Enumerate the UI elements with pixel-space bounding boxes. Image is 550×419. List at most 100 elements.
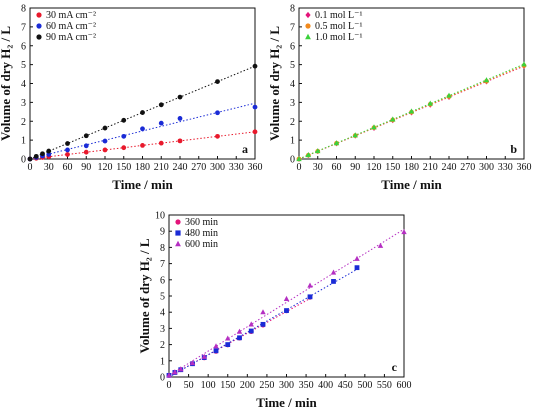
y-tick-label: 1 <box>290 136 295 147</box>
x-tick-label: 0 <box>28 162 33 173</box>
data-point <box>427 100 433 106</box>
data-point <box>333 140 340 146</box>
y-tick-label: 0 <box>160 373 165 384</box>
y-axis-label: Volume of dry H₂ / L <box>137 238 152 353</box>
y-tick-label: 0 <box>21 155 26 166</box>
x-tick-label: 500 <box>357 380 372 391</box>
data-point <box>408 108 415 114</box>
x-tick-label: 30 <box>313 162 323 173</box>
panel-letter: a <box>242 142 248 156</box>
x-tick-label: 0 <box>167 380 172 391</box>
legend-marker <box>175 240 181 247</box>
x-tick-label: 360 <box>517 162 532 173</box>
data-point <box>354 265 360 271</box>
x-tick-label: 270 <box>191 162 206 173</box>
data-point <box>215 79 220 85</box>
legend-marker <box>36 34 42 40</box>
y-tick-label: 7 <box>160 259 165 270</box>
x-tick-label: 150 <box>385 162 400 173</box>
y-tick-label: 6 <box>290 41 295 52</box>
data-point <box>225 342 231 347</box>
data-point <box>260 309 266 315</box>
legend: 30 mA cm⁻²60 mA cm⁻²90 mA cm⁻² <box>36 10 96 43</box>
x-tick-label: 240 <box>173 162 188 173</box>
legend-marker <box>305 11 311 19</box>
legend-marker <box>36 23 42 29</box>
data-point <box>330 269 337 275</box>
x-tick-label: 350 <box>299 380 314 391</box>
data-point <box>140 110 145 115</box>
data-point <box>213 348 219 354</box>
x-tick-label: 50 <box>184 380 194 391</box>
data-point <box>401 229 407 235</box>
legend-marker <box>305 33 311 40</box>
data-point <box>215 110 220 116</box>
data-point <box>521 61 527 67</box>
y-tick-label: 2 <box>290 117 295 128</box>
panel-letter: b <box>510 142 517 156</box>
y-tick-label: 1 <box>160 356 165 367</box>
y-tick-label: 2 <box>21 117 26 128</box>
x-axis-label: Time / min <box>112 177 173 192</box>
data-point <box>215 133 220 139</box>
data-point <box>33 153 39 159</box>
data-point <box>201 353 207 359</box>
data-point <box>46 152 52 157</box>
data-point <box>65 141 70 146</box>
data-point <box>177 94 183 100</box>
data-point <box>83 149 89 155</box>
y-tick-label: 10 <box>155 211 165 222</box>
data-point <box>315 148 321 154</box>
y-tick-label: 4 <box>160 308 165 319</box>
data-point <box>140 143 145 148</box>
x-tick-label: 60 <box>63 162 73 173</box>
data-point <box>121 145 127 151</box>
legend-marker <box>175 219 181 225</box>
x-tick-label: 120 <box>98 162 113 173</box>
series-b-2 <box>296 61 527 162</box>
x-tick-label: 240 <box>442 162 457 173</box>
data-point <box>102 138 108 144</box>
x-tick-label: 300 <box>279 380 294 391</box>
y-tick-label: 5 <box>290 60 295 71</box>
trend-line <box>168 228 405 376</box>
x-tick-label: 330 <box>498 162 513 173</box>
data-point <box>178 366 184 372</box>
x-tick-label: 600 <box>397 380 412 391</box>
x-axis-label: Time / min <box>256 395 317 410</box>
data-point <box>166 372 172 378</box>
y-tick-label: 1 <box>21 136 26 147</box>
data-point <box>371 124 377 130</box>
x-tick-label: 200 <box>240 380 255 391</box>
x-tick-label: 30 <box>44 162 54 173</box>
data-point <box>331 279 336 284</box>
y-tick-label: 3 <box>290 98 295 109</box>
trend-line <box>168 268 358 378</box>
series-a-2 <box>27 63 258 162</box>
y-axis-label: Volume of dry H₂ / L <box>267 26 282 141</box>
data-point <box>305 152 312 158</box>
data-point <box>446 92 452 98</box>
x-tick-label: 90 <box>81 162 91 173</box>
data-point <box>284 308 289 313</box>
data-point <box>283 295 290 302</box>
data-point <box>248 321 254 327</box>
data-point <box>102 147 108 153</box>
x-tick-label: 270 <box>460 162 475 173</box>
y-tick-label: 3 <box>21 98 26 109</box>
x-tick-label: 90 <box>350 162 360 173</box>
data-point <box>102 125 108 131</box>
legend-label: 60 mA cm⁻² <box>46 21 96 32</box>
legend: 0.1 mol L⁻¹0.5 mol L⁻¹1.0 mol L⁻¹ <box>305 10 362 43</box>
x-tick-label: 150 <box>116 162 131 173</box>
data-point <box>483 77 490 83</box>
y-tick-label: 8 <box>290 4 295 15</box>
data-point <box>158 140 164 146</box>
y-tick-label: 4 <box>290 79 295 90</box>
y-tick-label: 7 <box>21 22 26 33</box>
data-point <box>248 328 254 334</box>
y-tick-label: 5 <box>21 60 26 71</box>
legend-label: 1.0 mol L⁻¹ <box>315 32 362 43</box>
chart-panel-b: 0 30 60 90 120 150 180 210 240 270 300 330 360012345… <box>267 4 532 193</box>
